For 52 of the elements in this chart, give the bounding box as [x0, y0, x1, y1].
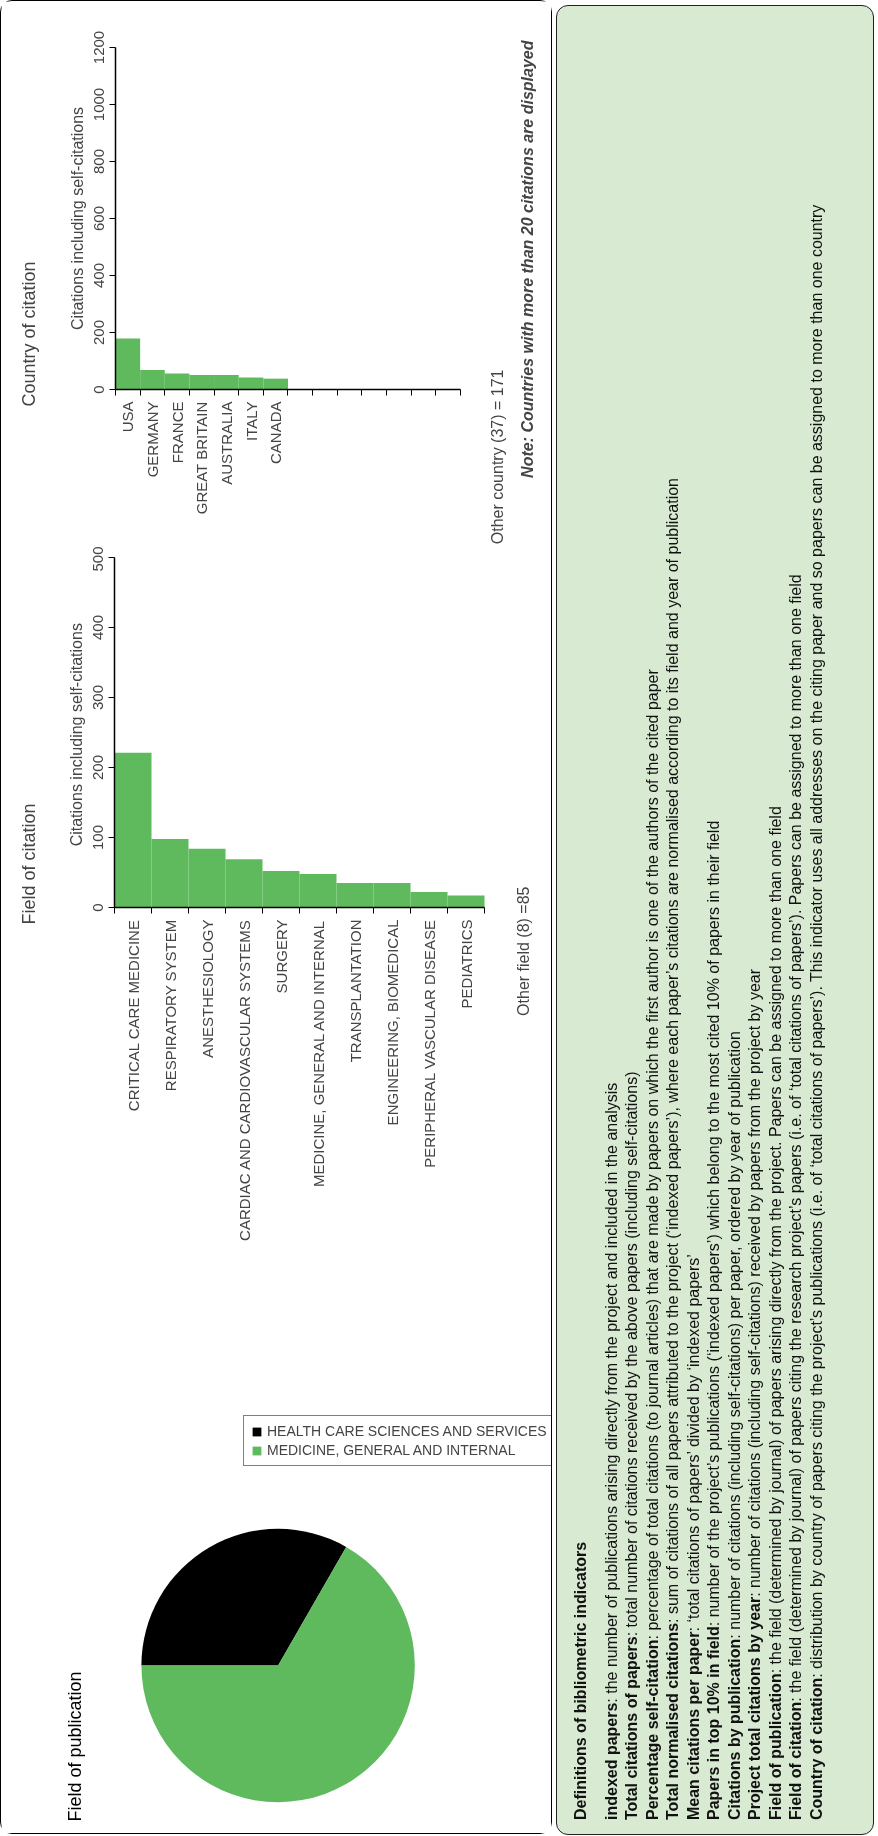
text: Note: Countries with more than 20 citations are displayed	[519, 39, 536, 478]
y-tick-label: 300	[88, 684, 106, 711]
text: Field of publication	[64, 1671, 85, 1822]
x-tick-label: PERIPHERAL VASCULAR DISEASE	[420, 920, 438, 1168]
y-tick-label: 0	[89, 385, 107, 394]
x-tick-label: USA	[119, 401, 137, 433]
x-tick-label: ITALY	[242, 401, 260, 441]
text: Field of citation: the field (determined by journal) of papers citing the research project’s papers (i.e. of ‘total citations of papers’). Papers can be assigned to more than one field	[786, 573, 805, 1820]
y-tick-label: 600	[89, 205, 107, 232]
x-tick-label: GREAT BRITAIN	[193, 401, 211, 515]
y-tick-label: 400	[89, 262, 107, 289]
x-tick-label: ENGINEERING, BIOMEDICAL	[383, 919, 401, 1126]
text: Citations by publication: number of citations (including self-citations) per paper, ordered by year of publication	[724, 1030, 744, 1820]
legend-label: HEALTH CARE SCIENCES AND SERVICES	[267, 1423, 547, 1439]
text: Definitions of bibliometric indicators	[571, 1540, 590, 1820]
x-tick-label: SURGERY	[272, 919, 290, 994]
text: Other country (37) = 171	[489, 369, 506, 545]
legend-label: MEDICINE, GENERAL AND INTERNAL	[267, 1442, 516, 1458]
x-tick-label: PEDIATRICS	[457, 919, 475, 1009]
y-tick-label: 500	[88, 546, 106, 572]
text: Papers in top 10% in field: number of the project’s publications (‘indexed papers’) which belong to the most cited 10% of papers in their field	[704, 819, 723, 1820]
x-tick-label: TRANSPLANTATION	[346, 919, 364, 1063]
x-tick-label: AUSTRALIA	[217, 401, 235, 485]
x-tick-label: FRANCE	[168, 401, 186, 464]
x-tick-label: GERMANY	[143, 401, 161, 478]
y-tick-label: 200	[88, 754, 106, 781]
y-tick-label: 800	[89, 148, 107, 175]
x-tick-label: CRITICAL CARE MEDICINE	[124, 920, 142, 1112]
text: Country of citation: distribution by country of papers citing the project’s publications (i.e. of ‘total citations of papers’). This indicator uses all addresses on the citing paper and so papers can be assigned to more than one country	[806, 203, 826, 1820]
x-tick-label: MEDICINE, GENERAL AND INTERNAL	[309, 920, 327, 1188]
y-axis-title: Citations including self-citations	[68, 106, 86, 331]
text: Country of citation	[18, 261, 39, 407]
y-axis-title: Citations including self-citations	[67, 623, 85, 847]
text: Percentage self-citation: percentage of total citations (to journal articles) that are made by papers on which the first author is one of the authors of the cited paper	[642, 668, 662, 1820]
x-tick-label: CANADA	[267, 401, 285, 465]
text: Total normalised citations: sum of citations of all papers attributed to the project (‘indexed papers’), where each paper’s citations are normalised according to its field and year of publication	[663, 477, 682, 1820]
text: Field of publication: the field (determined by journal) of papers arising directly from the project. Papers can be assigned to more than one field	[765, 805, 785, 1820]
y-tick-label: 100	[88, 824, 106, 851]
x-tick-label: ANESTHESIOLOGY	[198, 919, 216, 1058]
y-tick-label: 400	[88, 614, 106, 641]
y-tick-label: 1200	[89, 30, 107, 65]
y-tick-label: 1000	[89, 87, 107, 122]
text: Project total citations by year: number of citations (including self-citations) received by papers from the project by year	[745, 967, 764, 1820]
text: Total citations of papers: total number of citations received by the above papers (including self-citations)	[622, 1070, 641, 1820]
x-tick-label: RESPIRATORY SYSTEM	[161, 919, 179, 1092]
x-tick-label: CARDIAC AND CARDIOVASCULAR SYSTEMS	[235, 920, 253, 1241]
text: indexed papers: the number of publications arising directly from the project and included in the analysis	[601, 1081, 621, 1820]
text: Other field (8) =85	[515, 886, 532, 1016]
y-tick-label: 0	[88, 903, 106, 912]
text: Field of citation	[18, 803, 39, 925]
text: Mean citations per paper: ‘total citations of papers’ divided by ‘indexed papers’	[683, 1253, 703, 1820]
y-tick-label: 200	[89, 319, 107, 346]
